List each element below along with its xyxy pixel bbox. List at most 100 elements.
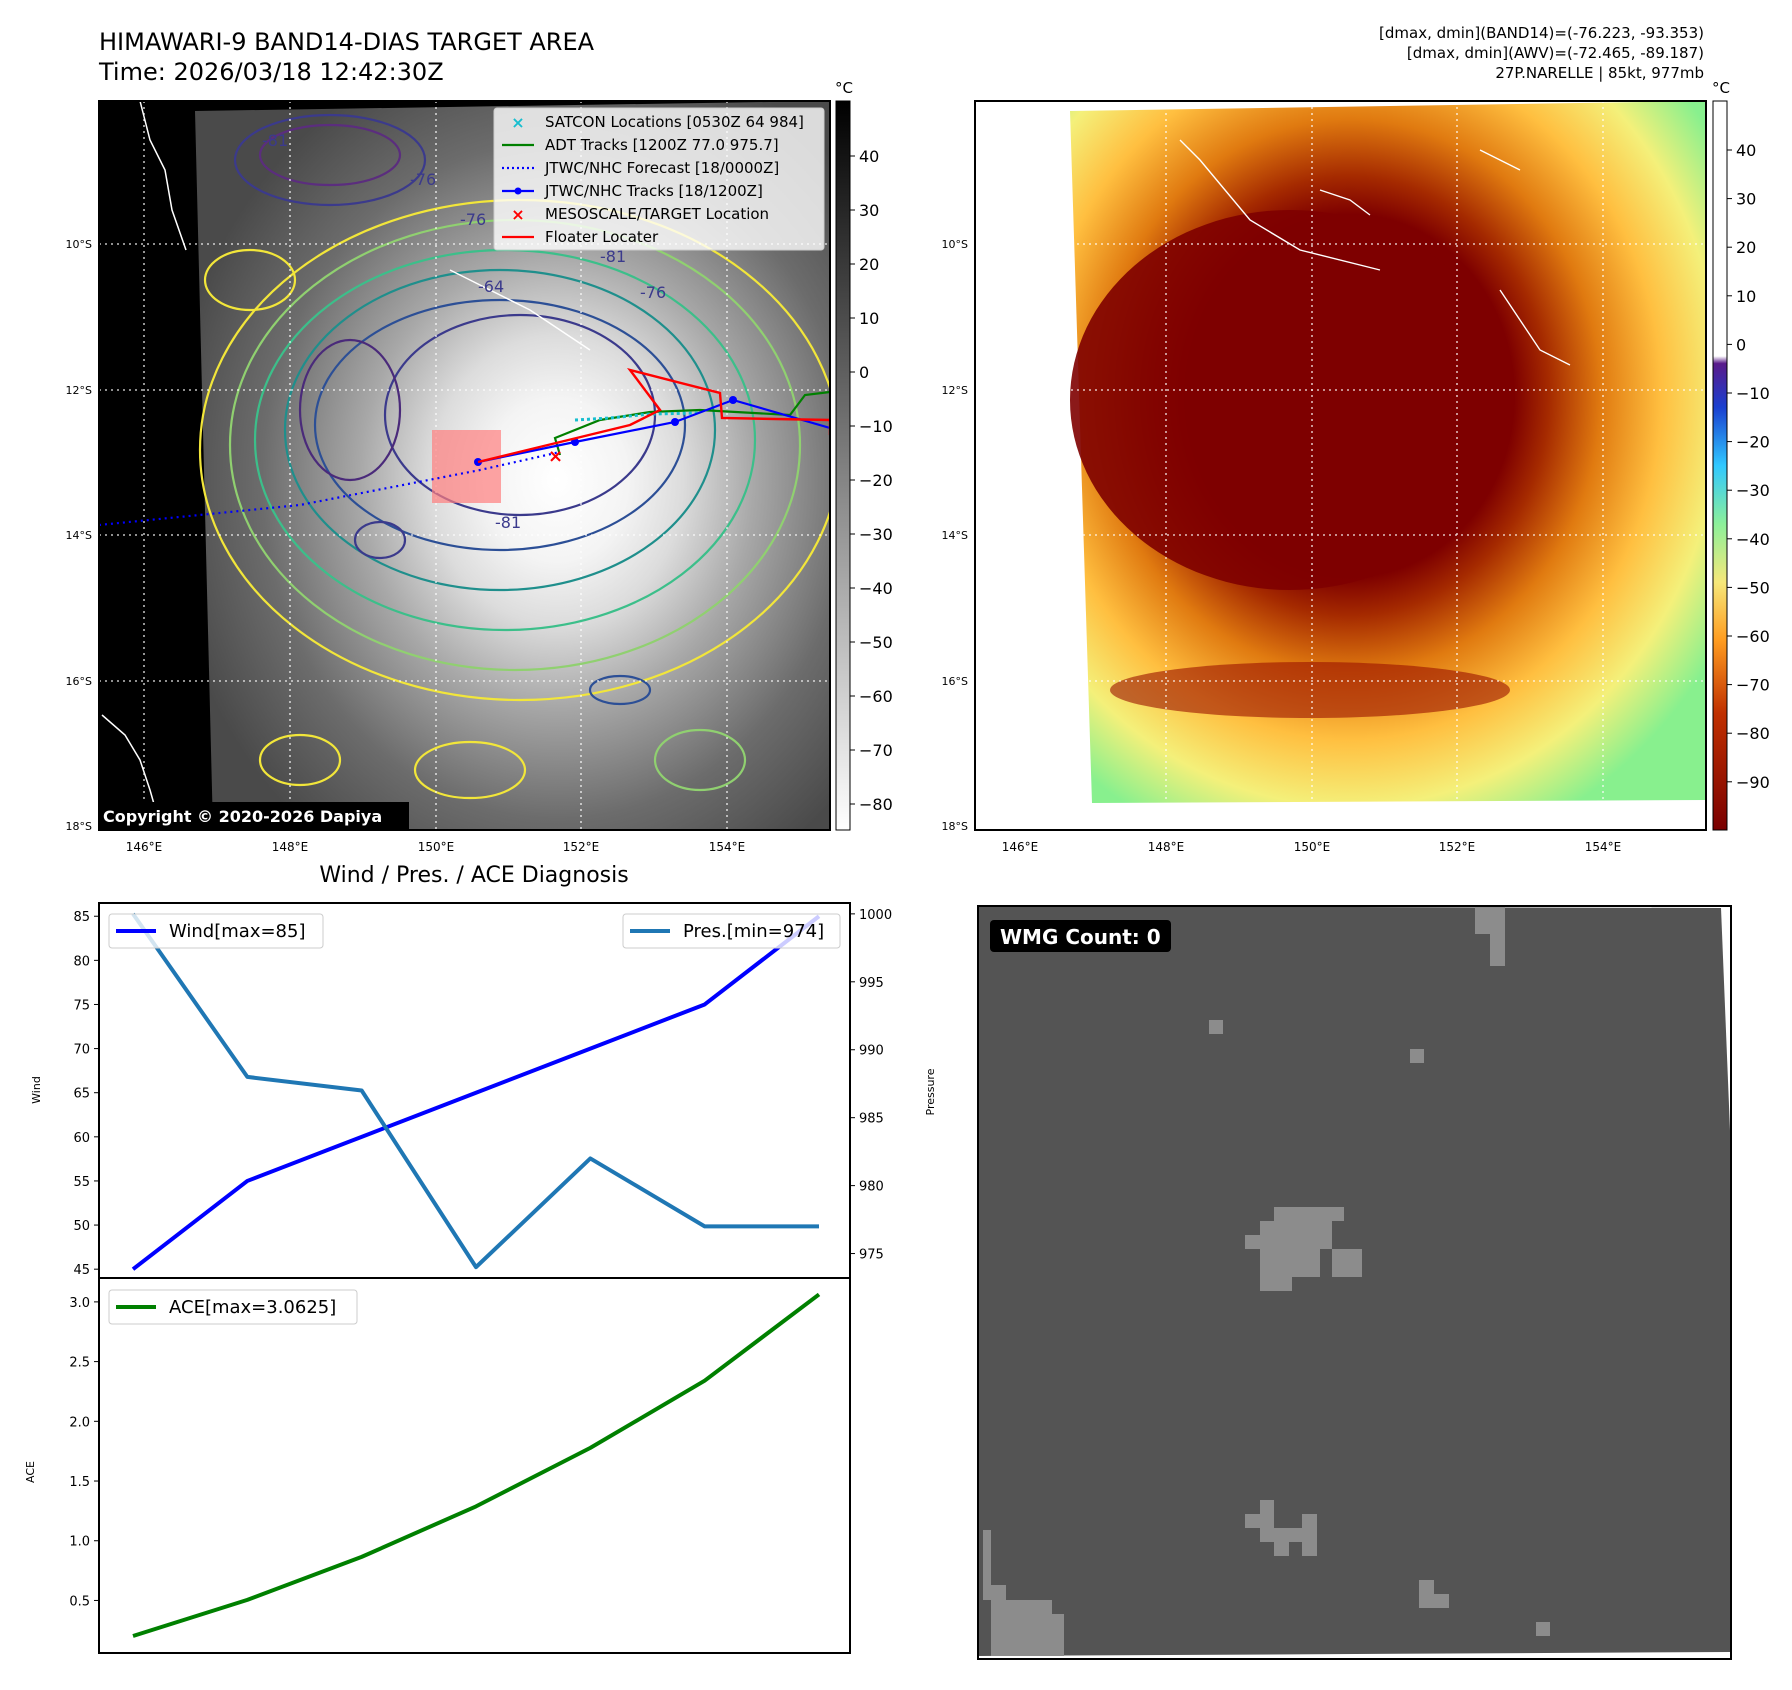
legend-label: ADT Tracks [1200Z 77.0 975.7] [545, 136, 779, 154]
awv-lon-ticks: 146°E 148°E 150°E 152°E 154°E [1002, 840, 1622, 854]
colorbar-tick-label: −10 [859, 417, 893, 436]
ace-legend-label: ACE[max=3.0625] [169, 1297, 336, 1318]
awv-colorbar-unit: °C [1712, 79, 1730, 97]
svg-text:16°S: 16°S [942, 675, 968, 688]
copyright-text: Copyright © 2020-2026 Dapiya [103, 807, 382, 826]
pressure-ytick-label: 985 [859, 1112, 884, 1127]
ace-ytick-label: 2.0 [69, 1415, 90, 1430]
colorbar-tick-label: −70 [859, 741, 893, 760]
ir-cloud-image [195, 101, 830, 830]
awv-lat-ticks: 10°S 12°S 14°S 16°S 18°S [942, 238, 968, 833]
colorbar-tick-label: 30 [859, 201, 879, 220]
copyright-box [99, 802, 409, 829]
wind-ytick-label: 75 [73, 998, 90, 1013]
legend-label: SATCON Locations [0530Z 64 984] [545, 113, 804, 131]
svg-text:-81: -81 [600, 247, 626, 266]
ace-axis-label: ACE [24, 1461, 37, 1483]
awv-moist-core [1070, 210, 1510, 590]
svg-text:-81: -81 [495, 513, 521, 532]
colorbar-tick-label: 40 [859, 147, 879, 166]
pressure-legend-label: Pres.[min=974] [683, 921, 824, 942]
svg-text:148°E: 148°E [1148, 840, 1185, 854]
colorbar-tick-label: −20 [1736, 433, 1770, 452]
wind-ytick-label: 45 [73, 1263, 90, 1278]
awv-frame [974, 100, 1707, 831]
wmg-field [978, 906, 1731, 1656]
colorbar-tick-label: −30 [859, 525, 893, 544]
figure-time: Time: 2026/03/18 12:42:30Z [98, 58, 444, 86]
svg-text:150°E: 150°E [1294, 840, 1331, 854]
awv-moist-band [1110, 662, 1510, 718]
svg-text:152°E: 152°E [1439, 840, 1476, 854]
stats-awv: [dmax, dmin](AWV)=(-72.465, -89.187) [1407, 44, 1704, 62]
pressure-ytick-label: 975 [859, 1248, 884, 1263]
wind-ytick-label: 85 [73, 910, 90, 925]
ir-frame [98, 100, 831, 831]
colorbar-tick-label: −10 [1736, 384, 1770, 403]
wind-ytick-label: 50 [73, 1219, 90, 1234]
svg-text:14°S: 14°S [942, 529, 968, 542]
wind-legend-box [108, 913, 324, 949]
legend-row: ADT Tracks [1200Z 77.0 975.7] [502, 136, 779, 154]
ir-lon-ticks: 146°E 148°E 150°E 152°E 154°E [126, 840, 746, 854]
colorbar-tick-label: −50 [1736, 578, 1770, 597]
pressure-ytick-label: 1000 [859, 908, 892, 923]
svg-text:146°E: 146°E [1002, 840, 1039, 854]
satcon-track [574, 411, 701, 422]
pressure-legend: Pres.[min=974] [622, 913, 841, 949]
legend-dot-icon [514, 187, 522, 195]
colorbar-tick-label: 0 [1736, 335, 1746, 354]
pressure-series-line [131, 912, 819, 1270]
ace-ytick-label: 2.5 [69, 1356, 90, 1371]
colorbar-tick-label: 20 [859, 255, 879, 274]
svg-text:146°E: 146°E [126, 840, 163, 854]
svg-text:10°S: 10°S [942, 238, 968, 251]
svg-text:-76: -76 [640, 283, 666, 302]
figure-title: HIMAWARI-9 BAND14-DIAS TARGET AREA [99, 28, 595, 56]
svg-text:154°E: 154°E [1585, 840, 1622, 854]
ace-ytick-label: 1.0 [69, 1535, 90, 1550]
colorbar-tick-label: 10 [1736, 287, 1756, 306]
map-legend-box [493, 107, 825, 251]
wmg-count-label: WMG Count: 0 [1000, 925, 1161, 949]
svg-text:18°S: 18°S [942, 820, 968, 833]
wmg-count-badge [990, 920, 1171, 952]
svg-text:154°E: 154°E [709, 840, 746, 854]
stats-band14: [dmax, dmin](BAND14)=(-76.223, -93.353) [1379, 24, 1704, 42]
pressure-ytick-label: 990 [859, 1044, 884, 1059]
colorbar-tick-label: −60 [859, 687, 893, 706]
contour-value-labels: -81 -81 -76 -76 -64 -81 -76 [262, 131, 666, 532]
adt-track [553, 390, 830, 456]
svg-text:-76: -76 [410, 170, 436, 189]
wind-ytick-label: 60 [73, 1131, 90, 1146]
gray-colorbar-unit: °C [835, 79, 853, 97]
svg-text:-81: -81 [262, 131, 288, 150]
colorbar-tick-label: −20 [859, 471, 893, 490]
wind-legend-label: Wind[max=85] [169, 921, 306, 942]
floater-locater [477, 367, 830, 464]
legend-label: JTWC/NHC Forecast [18/0000Z] [544, 159, 779, 177]
gray-colorbar-ramp [835, 100, 851, 831]
legend-label: Floater Locater [545, 228, 659, 246]
map-legend: × SATCON Locations [0530Z 64 984] ADT Trac… [493, 107, 825, 251]
svg-text:10°S: 10°S [66, 238, 92, 251]
svg-text:148°E: 148°E [272, 840, 309, 854]
svg-text:-64: -64 [478, 277, 504, 296]
coastlines [101, 101, 591, 826]
gray-colorbar: °C 40 30 20 10 0 −10 −20 −30 −40 −50 −60 −70 −80 [835, 79, 893, 831]
legend-label: MESOSCALE/TARGET Location [545, 205, 769, 223]
legend-row: × MESOSCALE/TARGET Location [511, 205, 769, 224]
colorbar-tick-label: −60 [1736, 627, 1770, 646]
svg-text:12°S: 12°S [942, 384, 968, 397]
wmg-panel: WMG Count: 0 [977, 905, 1732, 1660]
awv-coastlines [1179, 139, 1571, 366]
awv-colorbar: °C 40 30 20 10 0 −10 −20 −30 −40 −50 −60 −70 −80 −90 [1712, 79, 1770, 831]
colorbar-tick-label: 30 [1736, 190, 1756, 209]
pressure-axis-label: Pressure [924, 1068, 937, 1115]
colorbar-tick-label: 0 [859, 363, 869, 382]
ace-ytick-label: 3.0 [69, 1296, 90, 1311]
colorbar-tick-label: −80 [859, 795, 893, 814]
wind-legend: Wind[max=85] [108, 913, 324, 949]
legend-x-icon: × [511, 205, 524, 224]
legend-row: JTWC/NHC Forecast [18/0000Z] [502, 159, 779, 177]
